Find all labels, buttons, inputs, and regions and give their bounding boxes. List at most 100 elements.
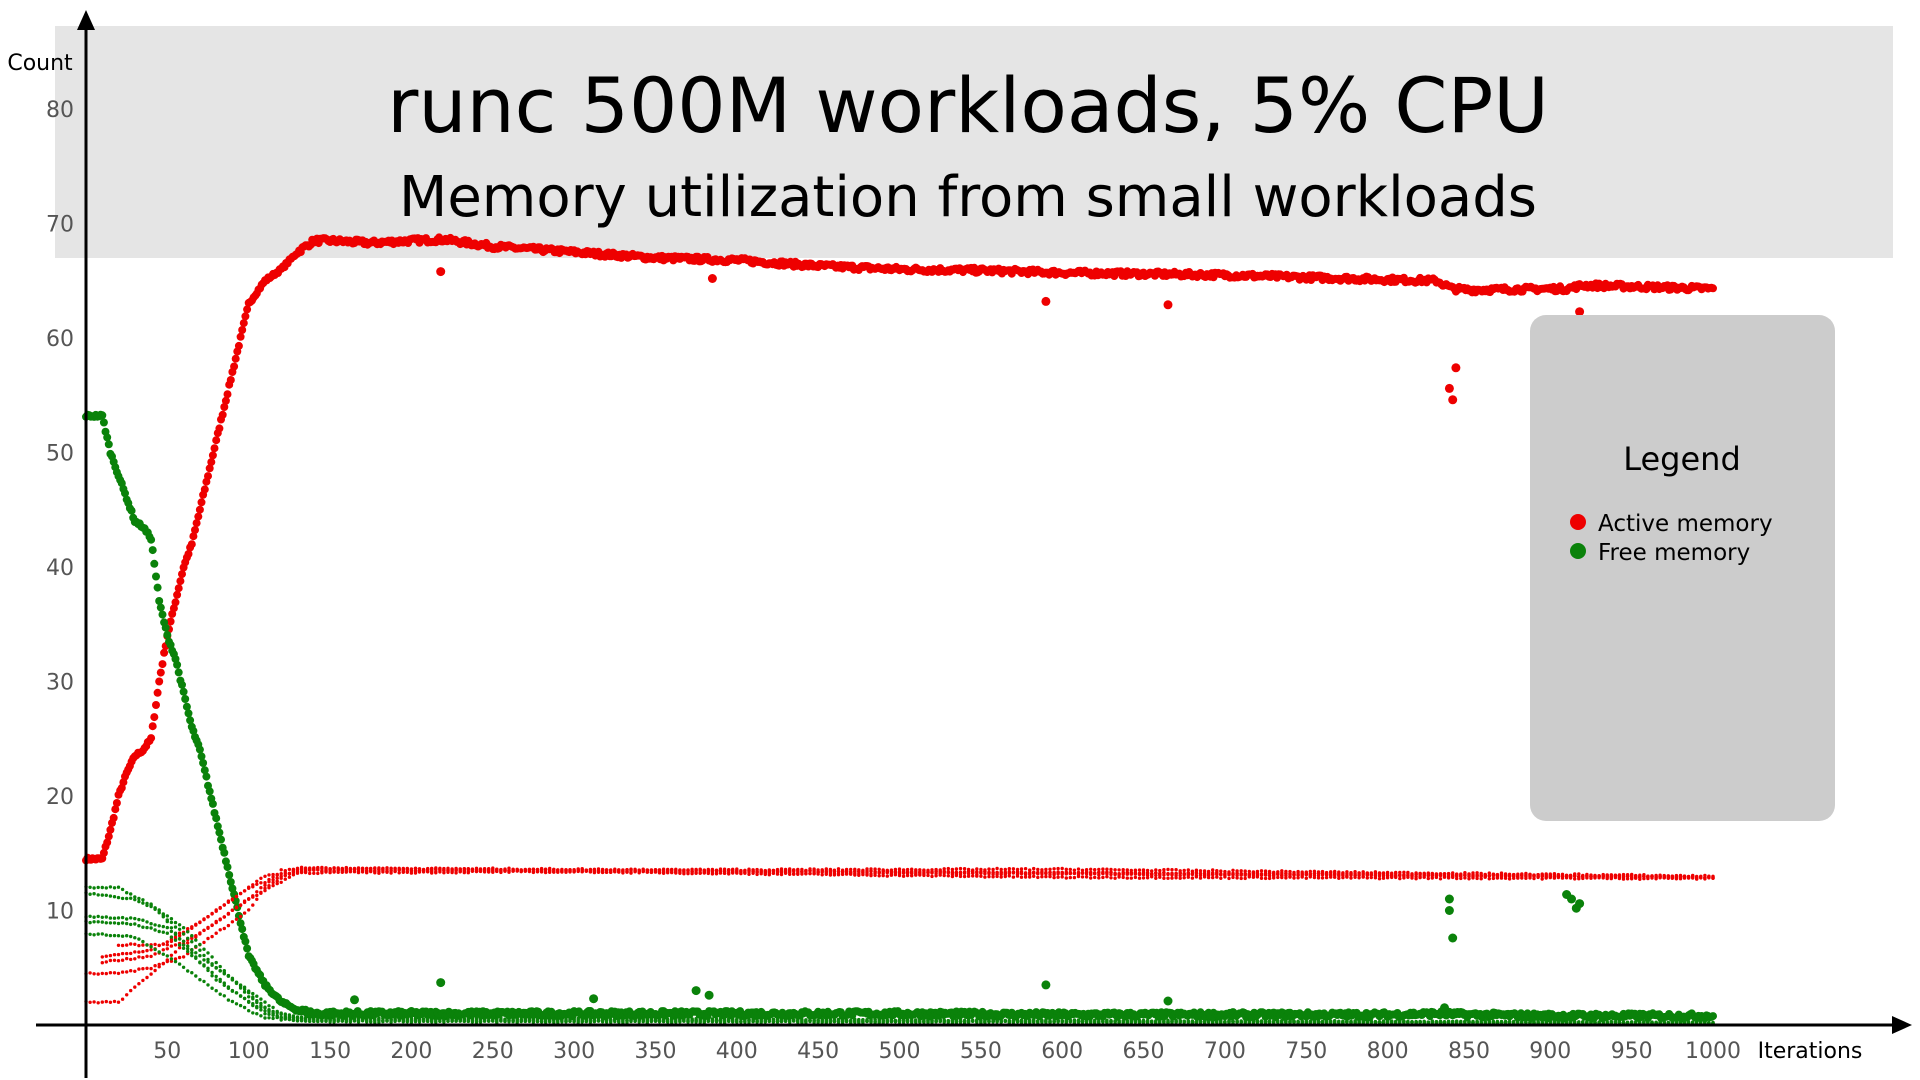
data-point	[108, 894, 113, 898]
data-point	[922, 868, 926, 872]
data-point	[104, 832, 113, 841]
data-point	[1390, 874, 1394, 878]
data-point	[104, 954, 109, 958]
data-point	[1154, 873, 1158, 878]
data-point	[108, 953, 113, 958]
series-per-workload-free	[84, 885, 1715, 1026]
data-point	[987, 871, 991, 876]
data-point	[137, 967, 141, 971]
data-point	[1231, 868, 1235, 872]
data-point	[1625, 874, 1630, 878]
data-point	[653, 869, 658, 874]
data-point	[775, 867, 780, 872]
data-point	[106, 825, 115, 834]
data-point	[1129, 876, 1134, 880]
data-point	[1011, 871, 1016, 875]
data-point	[255, 994, 259, 998]
data-point	[121, 489, 129, 498]
data-point	[1577, 875, 1581, 879]
data-point	[141, 901, 145, 905]
data-point	[881, 868, 885, 872]
data-point	[1231, 875, 1235, 880]
data-point	[694, 868, 698, 872]
data-point	[531, 868, 536, 872]
data-point	[706, 870, 710, 874]
data-point	[682, 870, 686, 874]
data-point	[127, 506, 136, 515]
data-point	[1426, 873, 1431, 877]
outlier-point	[1444, 383, 1454, 393]
data-point	[901, 871, 906, 875]
data-point	[165, 919, 169, 924]
data-point	[1349, 871, 1353, 875]
data-point	[1044, 874, 1048, 879]
data-point	[1206, 869, 1211, 874]
data-point	[1093, 875, 1097, 880]
data-point	[1170, 876, 1174, 880]
data-point	[1324, 875, 1329, 880]
data-point	[999, 875, 1003, 879]
data-point	[1455, 876, 1459, 881]
data-point	[137, 943, 141, 948]
data-point	[1023, 867, 1028, 871]
data-point	[718, 867, 723, 871]
data-point	[1568, 874, 1573, 878]
data-point	[222, 972, 226, 976]
series-aggregate-free	[82, 410, 1717, 1023]
data-point	[1215, 869, 1219, 873]
data-point	[1499, 871, 1504, 875]
data-point	[147, 535, 156, 544]
data-point	[92, 1000, 96, 1004]
data-point	[625, 868, 629, 872]
data-point	[279, 868, 283, 872]
data-point	[1686, 875, 1691, 879]
data-point	[190, 940, 194, 944]
data-point	[149, 954, 153, 959]
data-point	[1125, 876, 1130, 880]
data-point	[239, 319, 248, 328]
data-point	[1052, 867, 1056, 871]
data-point	[186, 947, 190, 951]
data-point	[637, 871, 641, 875]
data-point	[226, 376, 235, 384]
data-point	[979, 874, 983, 878]
data-point	[1259, 873, 1264, 877]
data-point	[1512, 874, 1516, 878]
data-point	[1060, 875, 1064, 879]
data-point	[104, 971, 109, 976]
data-point	[218, 917, 222, 921]
data-point	[271, 1005, 275, 1010]
data-point	[1516, 875, 1520, 879]
data-point	[743, 870, 747, 874]
data-point	[800, 870, 804, 874]
data-point	[1524, 871, 1528, 876]
data-point	[714, 868, 719, 872]
data-point	[104, 886, 109, 890]
data-point	[152, 572, 160, 581]
data-point	[1101, 875, 1105, 880]
data-point	[966, 867, 971, 872]
data-point	[1410, 872, 1414, 876]
data-point	[189, 726, 198, 735]
data-point	[1284, 873, 1288, 878]
data-point	[560, 870, 564, 874]
data-point	[975, 867, 979, 871]
data-point	[241, 312, 250, 321]
data-point	[1503, 874, 1508, 878]
data-point	[145, 975, 149, 980]
data-point	[116, 952, 121, 957]
data-point	[181, 932, 186, 936]
data-point	[1267, 869, 1272, 874]
data-point	[109, 813, 118, 822]
data-point	[1068, 875, 1073, 880]
data-point	[234, 905, 239, 909]
data-point	[771, 871, 776, 875]
data-point	[149, 922, 153, 926]
data-point	[1255, 874, 1260, 878]
data-point	[812, 867, 816, 871]
data-point	[1276, 872, 1280, 877]
data-point	[1329, 873, 1333, 877]
data-point	[405, 869, 409, 874]
data-point	[226, 899, 231, 903]
data-point	[1544, 875, 1548, 879]
